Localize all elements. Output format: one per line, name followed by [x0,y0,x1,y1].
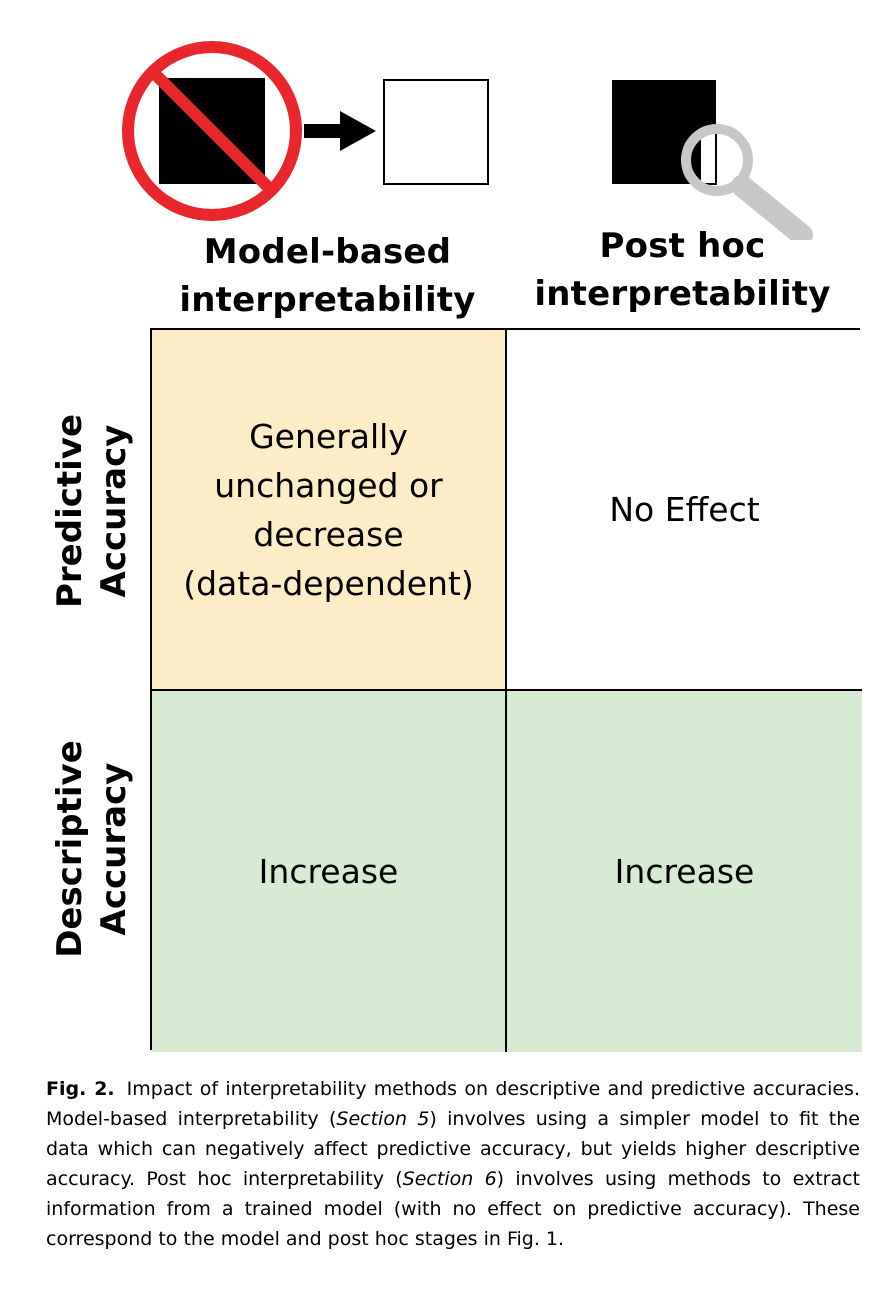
accuracy-matrix: Generally unchanged or decrease (data-de… [150,328,862,1052]
white-box-icon [383,79,489,185]
box-reveal-area [699,130,717,185]
column-header-post-hoc: Post hoc interpretability [505,222,860,318]
icon-canvas [122,41,813,240]
cell-text-line: Generally [249,416,408,456]
row-header-line: Accuracy [94,424,134,598]
cell-text-line: decrease [253,514,404,554]
figure-caption: Fig. 2. Impact of interpretability method… [46,1074,860,1254]
cell-model-based-descriptive: Increase [152,691,507,1052]
cell-post-hoc-predictive: No Effect [507,330,862,691]
caption-text: ) involves using methods to extract info… [46,1168,860,1250]
model-based-icon-group [0,0,896,240]
caption-label: Fig. 2. [46,1078,115,1100]
cell-text-line: (data-dependent) [183,563,474,603]
cell-model-based-predictive: Generally unchanged or decrease (data-de… [152,330,507,691]
caption-section-ref: Section 6 [402,1168,497,1190]
column-header-line: interpretability [179,280,476,320]
caption-text: Impact of interpretability methods on de… [46,1078,860,1130]
cell-text: Increase [258,852,399,891]
row-header-line: Descriptive [50,740,90,958]
cell-text-line: unchanged or [214,465,443,505]
column-header-line: interpretability [534,274,831,314]
column-header-model-based: Model-based interpretability [150,228,505,324]
cell-text: Increase [614,852,755,891]
row-header-line: Accuracy [94,762,134,936]
no-sign-icon [122,41,302,221]
column-header-line: Post hoc [599,226,766,266]
magnifying-glass-icon [681,124,813,240]
cell-text: No Effect [609,490,760,529]
right-arrow-icon [304,111,376,151]
column-header-line: Model-based [203,232,452,272]
caption-section-ref: Section 5 [336,1108,430,1130]
cell-post-hoc-descriptive: Increase [507,691,862,1052]
row-header-line: Predictive [50,413,90,609]
caption-text: ) involves using a simpler model to fit … [46,1108,860,1190]
